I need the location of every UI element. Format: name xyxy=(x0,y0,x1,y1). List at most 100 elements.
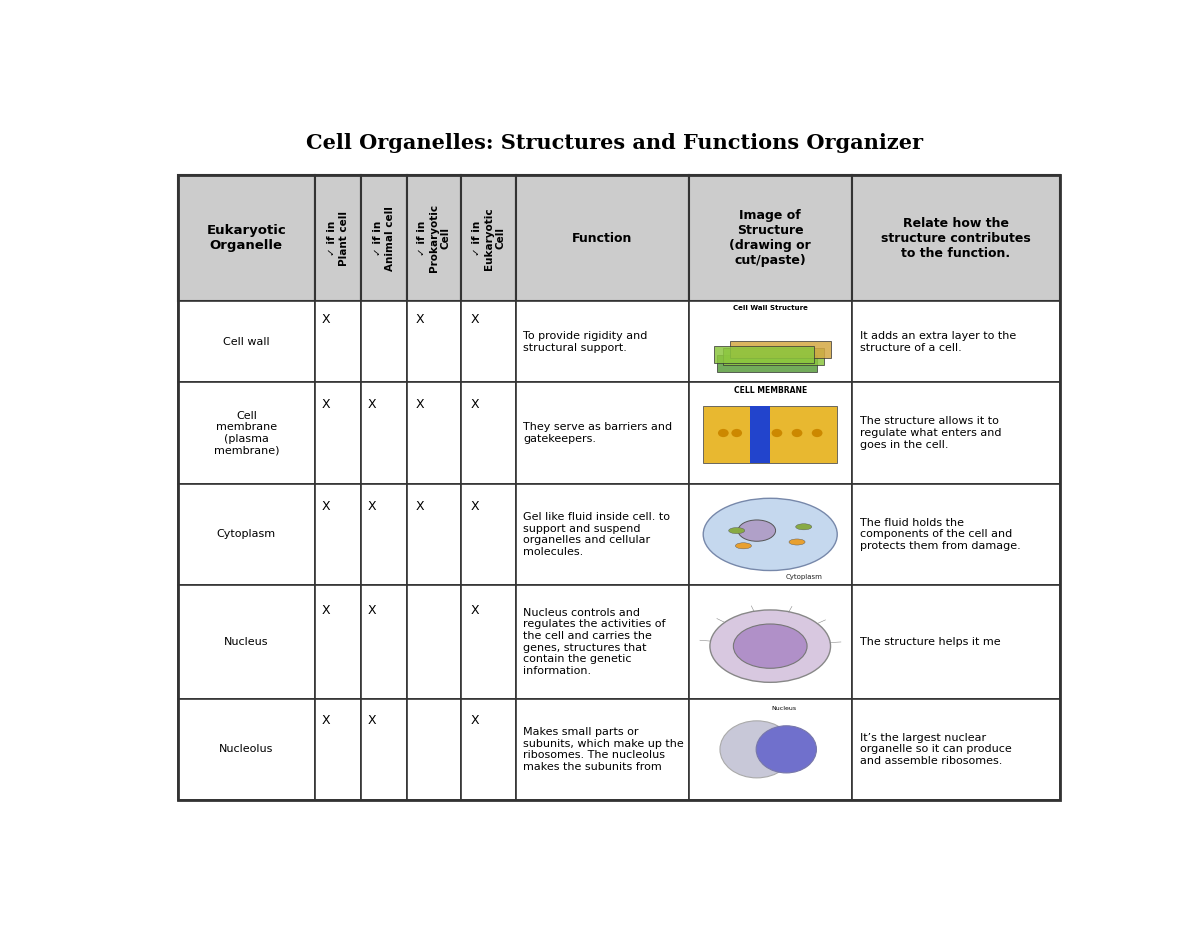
Bar xyxy=(462,382,516,484)
Bar xyxy=(516,699,689,800)
Bar xyxy=(178,301,314,382)
Bar xyxy=(689,699,852,800)
Bar xyxy=(852,699,1060,800)
Text: CELL MEMBRANE: CELL MEMBRANE xyxy=(733,386,806,395)
Text: Cell wall: Cell wall xyxy=(223,337,270,347)
Bar xyxy=(462,484,516,585)
Text: X: X xyxy=(470,398,480,411)
Text: Cell
membrane
(plasma
membrane): Cell membrane (plasma membrane) xyxy=(214,411,280,455)
Bar xyxy=(361,585,407,699)
Text: X: X xyxy=(322,715,331,728)
Bar xyxy=(314,699,361,800)
Bar xyxy=(750,406,770,464)
Bar xyxy=(361,484,407,585)
Ellipse shape xyxy=(736,543,751,549)
Bar xyxy=(852,484,1060,585)
Text: X: X xyxy=(322,500,331,513)
Ellipse shape xyxy=(733,624,808,668)
Bar xyxy=(314,301,361,382)
Bar xyxy=(852,585,1060,699)
Ellipse shape xyxy=(756,726,816,773)
Bar xyxy=(716,355,817,372)
Bar xyxy=(703,406,838,464)
Bar xyxy=(407,699,462,800)
Bar xyxy=(689,382,852,484)
Bar xyxy=(178,382,314,484)
Bar xyxy=(178,699,314,800)
Bar xyxy=(407,175,462,301)
Bar xyxy=(516,484,689,585)
Text: To provide rigidity and
structural support.: To provide rigidity and structural suppo… xyxy=(523,331,648,352)
Text: Eukaryotic
Organelle: Eukaryotic Organelle xyxy=(206,224,287,252)
Ellipse shape xyxy=(796,524,811,530)
Bar xyxy=(516,175,689,301)
Text: X: X xyxy=(322,603,331,616)
Circle shape xyxy=(792,429,803,438)
Text: Makes small parts or
subunits, which make up the
ribosomes. The nucleolus
makes : Makes small parts or subunits, which mak… xyxy=(523,727,684,772)
Bar xyxy=(462,175,516,301)
Bar xyxy=(852,382,1060,484)
Bar xyxy=(852,175,1060,301)
Bar xyxy=(178,585,314,699)
Text: X: X xyxy=(416,500,425,513)
Text: They serve as barriers and
gatekeepers.: They serve as barriers and gatekeepers. xyxy=(523,422,672,444)
Bar xyxy=(714,346,815,363)
Text: Gel like fluid inside cell. to
support and suspend
organelles and cellular
molec: Gel like fluid inside cell. to support a… xyxy=(523,512,670,557)
Bar xyxy=(178,484,314,585)
Text: The structure helps it me: The structure helps it me xyxy=(860,637,1001,647)
Text: X: X xyxy=(368,500,377,513)
Bar xyxy=(689,301,852,382)
Bar xyxy=(730,340,830,358)
Text: Nucleus: Nucleus xyxy=(224,637,269,647)
Bar xyxy=(462,699,516,800)
Ellipse shape xyxy=(703,499,838,570)
Text: X: X xyxy=(470,715,480,728)
Bar xyxy=(361,175,407,301)
Bar xyxy=(178,175,314,301)
Text: Nucleus: Nucleus xyxy=(772,706,796,711)
Bar xyxy=(361,382,407,484)
Text: It’s the largest nuclear
organelle so it can produce
and assemble ribosomes.: It’s the largest nuclear organelle so it… xyxy=(860,732,1012,766)
Text: The fluid holds the
components of the cell and
protects them from damage.: The fluid holds the components of the ce… xyxy=(860,518,1021,551)
Ellipse shape xyxy=(788,539,805,545)
Text: ✓ if in
Eukaryotic
Cell: ✓ if in Eukaryotic Cell xyxy=(473,207,505,270)
Text: Function: Function xyxy=(572,232,632,245)
Bar xyxy=(178,175,1060,800)
Text: Cytoplasm: Cytoplasm xyxy=(217,529,276,540)
Text: ✓ if in
Animal cell: ✓ if in Animal cell xyxy=(373,206,395,271)
Bar xyxy=(407,484,462,585)
Bar xyxy=(314,175,361,301)
Bar xyxy=(462,585,516,699)
Bar xyxy=(852,301,1060,382)
Bar xyxy=(724,348,824,365)
Circle shape xyxy=(718,429,728,438)
Text: Cell Wall Structure: Cell Wall Structure xyxy=(733,305,808,311)
Bar xyxy=(689,175,852,301)
Text: X: X xyxy=(322,398,331,411)
Text: X: X xyxy=(416,312,425,325)
Text: The structure allows it to
regulate what enters and
goes in the cell.: The structure allows it to regulate what… xyxy=(860,416,1002,450)
Bar xyxy=(407,382,462,484)
Text: Cytoplasm: Cytoplasm xyxy=(785,574,822,580)
Circle shape xyxy=(731,429,742,438)
Ellipse shape xyxy=(728,527,745,534)
Bar xyxy=(689,585,852,699)
Text: Relate how the
structure contributes
to the function.: Relate how the structure contributes to … xyxy=(881,217,1031,260)
Text: X: X xyxy=(368,715,377,728)
Bar xyxy=(314,484,361,585)
Text: ✓ if in
Prokaryotic
Cell: ✓ if in Prokaryotic Cell xyxy=(418,204,451,273)
Text: Nucleolus: Nucleolus xyxy=(220,744,274,755)
Circle shape xyxy=(811,429,822,438)
Text: X: X xyxy=(368,603,377,616)
Text: X: X xyxy=(322,312,331,325)
Text: X: X xyxy=(470,312,480,325)
Bar xyxy=(516,382,689,484)
Ellipse shape xyxy=(710,610,830,682)
Text: X: X xyxy=(470,603,480,616)
Text: Image of
Structure
(drawing or
cut/paste): Image of Structure (drawing or cut/paste… xyxy=(730,210,811,267)
Text: X: X xyxy=(368,398,377,411)
Text: It adds an extra layer to the
structure of a cell.: It adds an extra layer to the structure … xyxy=(860,331,1016,352)
Bar xyxy=(689,484,852,585)
Text: ✓ if in
Plant cell: ✓ if in Plant cell xyxy=(326,210,348,266)
Bar xyxy=(407,301,462,382)
